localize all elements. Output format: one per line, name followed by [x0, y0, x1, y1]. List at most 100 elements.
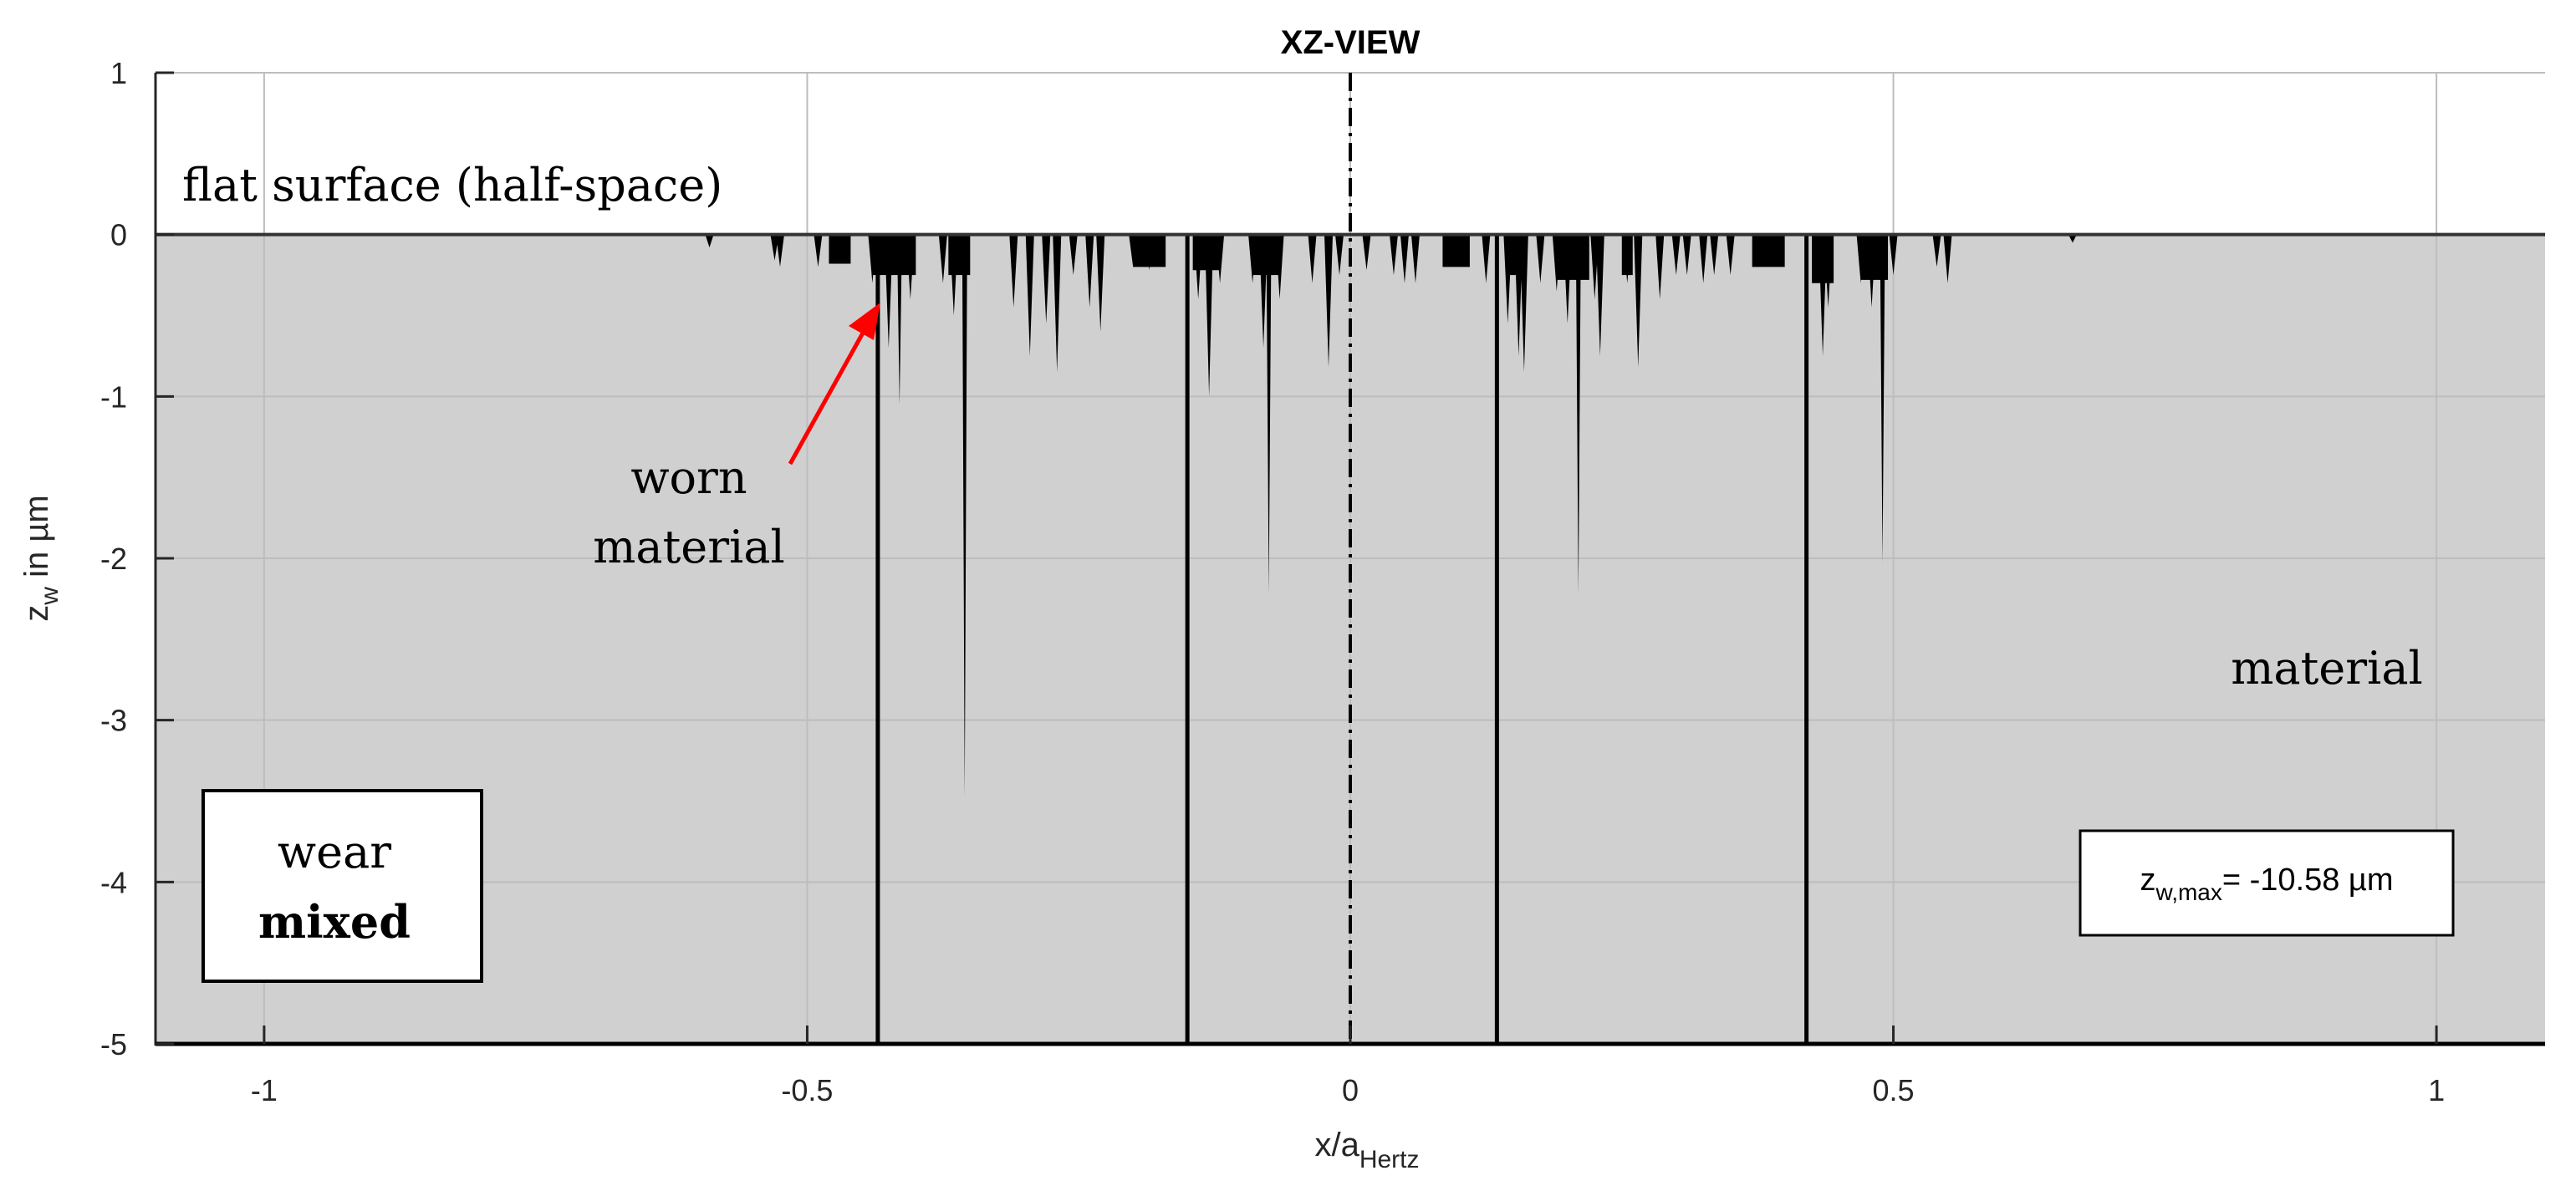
wear-spike	[1085, 234, 1094, 308]
wear-spike	[1552, 234, 1561, 292]
wear-spike	[1275, 234, 1284, 300]
annotation-flat-surface: flat surface (half-space)	[182, 159, 722, 211]
wear-spike	[1856, 234, 1865, 283]
zmax-prefix: z	[2140, 863, 2156, 898]
wear-spike	[1753, 234, 1762, 267]
annotation-material: material	[2231, 642, 2423, 695]
wear-spike	[1248, 234, 1257, 283]
wear-spike	[1259, 234, 1268, 349]
wear-spike	[1699, 234, 1708, 283]
wear-mode-box	[201, 789, 483, 983]
y-tick-labels: 1 0 -1 -2 -3 -4 -5	[100, 56, 127, 1061]
tick-marks	[156, 71, 2438, 1046]
wear-spike	[1519, 234, 1528, 373]
wear-spike	[1880, 234, 1885, 563]
wear-spike	[1655, 234, 1665, 300]
wear-spike	[1710, 234, 1719, 276]
wear-marks	[705, 234, 2077, 1044]
wear-spike	[1194, 234, 1203, 300]
wear-spike	[1824, 234, 1833, 308]
y-tick-label: -3	[100, 704, 127, 738]
y-tick-label: 0	[110, 218, 127, 252]
wear-spike	[814, 234, 823, 267]
wear-spike	[1575, 234, 1581, 594]
wear-spike	[1726, 234, 1735, 276]
y-axis-label-main: z	[18, 605, 55, 622]
zmax-text: zw,max= -10.58 µm	[2140, 863, 2394, 905]
x-axis-label-main: x/a	[1314, 1127, 1359, 1163]
wear-label: wear	[278, 826, 391, 878]
x-tick-label: 0.5	[1873, 1073, 1915, 1107]
chart-title: XZ-VIEW	[1281, 24, 1421, 61]
wear-spike	[705, 234, 714, 248]
wear-spike	[829, 234, 839, 264]
y-axis-label: zw in µm	[18, 495, 64, 621]
wear-spike	[1205, 234, 1214, 397]
wear-spike	[1389, 234, 1398, 276]
wear-spike	[1563, 234, 1572, 324]
y-axis-label-subscript: w	[36, 587, 64, 606]
wear-spike	[1009, 234, 1018, 308]
wear-spike	[1932, 234, 1941, 267]
wear-spike	[1443, 234, 1452, 267]
wear-spike	[905, 234, 915, 300]
x-axis-label: x/aHertz	[1314, 1127, 1419, 1173]
wear-spike	[1410, 234, 1420, 283]
wear-spike	[1335, 234, 1344, 276]
wear-mode-value: mixed	[258, 895, 411, 949]
annotation-worn-line2: material	[593, 521, 785, 573]
y-tick-label: -1	[100, 379, 127, 414]
wear-spike	[1096, 234, 1105, 332]
wear-spike	[1324, 234, 1334, 368]
wear-spike	[1482, 234, 1491, 283]
wear-spike	[1069, 234, 1078, 276]
wear-block	[1556, 234, 1589, 280]
wear-spike	[1025, 234, 1034, 356]
wear-spike	[2068, 234, 2077, 243]
x-tick-label: 1	[2428, 1073, 2445, 1107]
wear-spike	[1145, 234, 1154, 271]
wear-spike	[1042, 234, 1051, 324]
wear-spike	[1819, 234, 1828, 356]
zmax-subscript: w,max	[2155, 879, 2222, 905]
wear-spike	[1129, 234, 1138, 267]
wear-spike	[1266, 234, 1272, 594]
wear-spike	[1671, 234, 1681, 276]
wear-spike	[1623, 234, 1632, 283]
worn-material-arrow	[788, 327, 868, 466]
wear-spike	[884, 234, 893, 349]
wear-spike	[1400, 234, 1409, 283]
x-axis-label-subscript: Hertz	[1359, 1146, 1420, 1173]
wear-spike	[1634, 234, 1643, 368]
zmax-value: = -10.58 µm	[2222, 863, 2394, 898]
wear-spike	[1595, 234, 1604, 356]
x-tick-label: 0	[1342, 1073, 1359, 1107]
wear-spike	[1769, 234, 1778, 267]
wear-spike	[1216, 234, 1225, 283]
annotation-worn-line1: worn	[630, 451, 747, 504]
wear-spike	[1053, 234, 1062, 373]
wear-spike	[1514, 234, 1523, 356]
wear-spike	[1943, 234, 1952, 283]
wear-spike	[1454, 234, 1463, 267]
zmax-box	[2079, 829, 2455, 937]
wear-spike	[938, 234, 947, 283]
worn-material-arrowhead	[849, 303, 880, 340]
wear-spike	[949, 234, 958, 316]
wear-spike	[1536, 234, 1545, 283]
wear-spike	[1889, 234, 1898, 276]
y-tick-label: -5	[100, 1027, 127, 1061]
x-tick-labels: -1 -0.5 0 0.5 1	[251, 1073, 2445, 1107]
y-axis-label-suffix: in µm	[18, 495, 55, 587]
y-tick-label: 1	[110, 56, 127, 90]
x-tick-label: -0.5	[781, 1073, 833, 1107]
wear-spike	[1362, 234, 1371, 271]
x-tick-label: -1	[251, 1073, 278, 1107]
y-tick-label: -4	[100, 865, 127, 899]
wear-spike	[1867, 234, 1876, 308]
wear-spike	[1682, 234, 1691, 276]
wear-spike	[1503, 234, 1512, 324]
wear-spike	[896, 234, 902, 405]
y-tick-label: -2	[100, 542, 127, 576]
